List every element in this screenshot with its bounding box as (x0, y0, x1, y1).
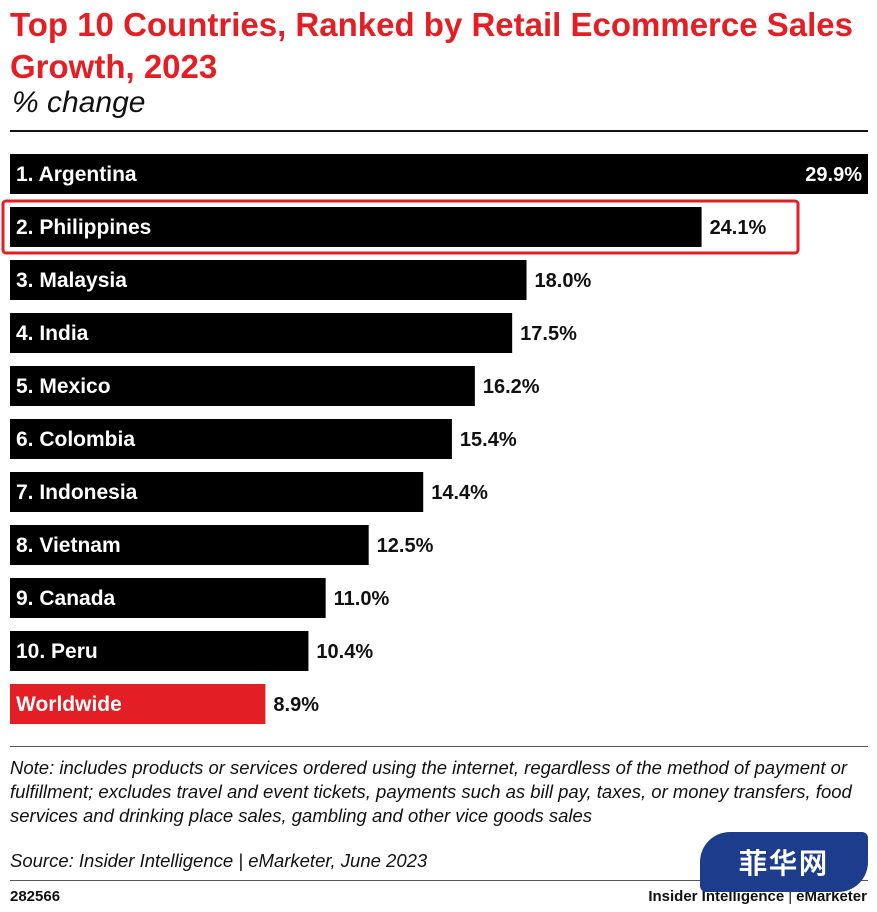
value-label-8: 11.0% (334, 588, 390, 610)
value-label-0: 29.9% (805, 164, 862, 186)
brand-left: Insider Intelligence (648, 888, 785, 905)
brand-right: eMarketer (796, 888, 867, 905)
value-label-2: 18.0% (535, 270, 592, 292)
bar-chart: 1. Argentina 29.9% 2. Philippines 24.1% 3. M… (1, 154, 868, 724)
value-label-10: 8.9% (273, 694, 319, 716)
bar-2 (10, 260, 527, 300)
bar-6 (10, 472, 424, 512)
category-label-5: 6. Colombia (16, 428, 135, 451)
category-label-6: 7. Indonesia (16, 481, 138, 504)
category-label-0: 1. Argentina (16, 163, 137, 186)
highlight-box (1, 199, 800, 255)
brand-separator: | (788, 888, 793, 905)
chart-source: Source: Insider Intelligence | eMarketer… (10, 850, 428, 871)
category-label-7: 8. Vietnam (16, 534, 121, 557)
value-label-3: 17.5% (520, 323, 577, 345)
bar-1 (10, 207, 702, 247)
chart-title: Top 10 Countries, Ranked by Retail Ecomm… (10, 6, 854, 85)
bar-3 (10, 313, 513, 353)
footer-divider (10, 880, 868, 881)
watermark-logo: 菲华网 (700, 832, 868, 892)
category-label-4: 5. Mexico (16, 375, 111, 398)
bar-9 (10, 631, 309, 671)
category-label-8: 9. Canada (16, 587, 116, 610)
chart-note: Note: includes products or services orde… (10, 757, 852, 826)
category-label-1: 2. Philippines (16, 216, 151, 239)
category-label-3: 4. India (16, 322, 89, 345)
brand-credit: Insider Intelligence | eMarketer (648, 888, 867, 905)
value-label-4: 16.2% (483, 376, 540, 398)
category-label-2: 3. Malaysia (16, 269, 127, 292)
bar-8 (10, 578, 326, 618)
value-label-7: 12.5% (377, 535, 434, 557)
category-label-10: Worldwide (16, 693, 122, 716)
value-label-1: 24.1% (710, 217, 767, 239)
category-label-9: 10. Peru (16, 640, 98, 663)
bar-5 (10, 419, 452, 459)
bar-10 (10, 684, 266, 724)
top-divider (10, 130, 868, 132)
bar-0 (10, 154, 868, 194)
chart-subtitle: % change (12, 86, 146, 119)
value-label-6: 14.4% (431, 482, 488, 504)
chart-id: 282566 (10, 888, 61, 905)
bar-4 (10, 366, 475, 406)
bar-7 (10, 525, 369, 565)
value-label-9: 10.4% (316, 641, 373, 663)
value-label-5: 15.4% (460, 429, 517, 451)
note-divider (10, 746, 868, 747)
